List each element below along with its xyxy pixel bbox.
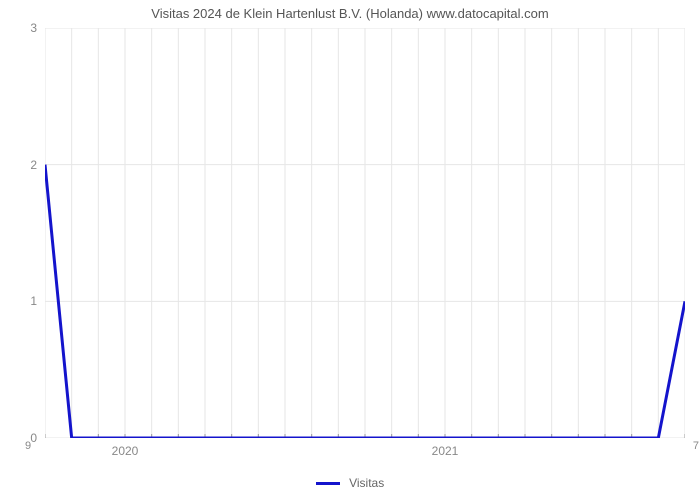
y-tick-label: 1 [30,294,37,308]
y-tick-label: 0 [30,431,37,445]
x-corner-right: 7 [693,440,699,452]
plot-svg [45,28,685,438]
plot-area: 9 7 012320202021 [45,28,685,438]
legend: Visitas [0,476,700,490]
y-tick-label: 2 [30,158,37,172]
legend-swatch [316,482,340,485]
chart-title: Visitas 2024 de Klein Hartenlust B.V. (H… [0,6,700,21]
legend-label: Visitas [349,476,384,490]
y-tick-label: 3 [30,21,37,35]
chart-container: Visitas 2024 de Klein Hartenlust B.V. (H… [0,0,700,500]
x-tick-label: 2021 [432,444,459,458]
x-tick-label: 2020 [112,444,139,458]
